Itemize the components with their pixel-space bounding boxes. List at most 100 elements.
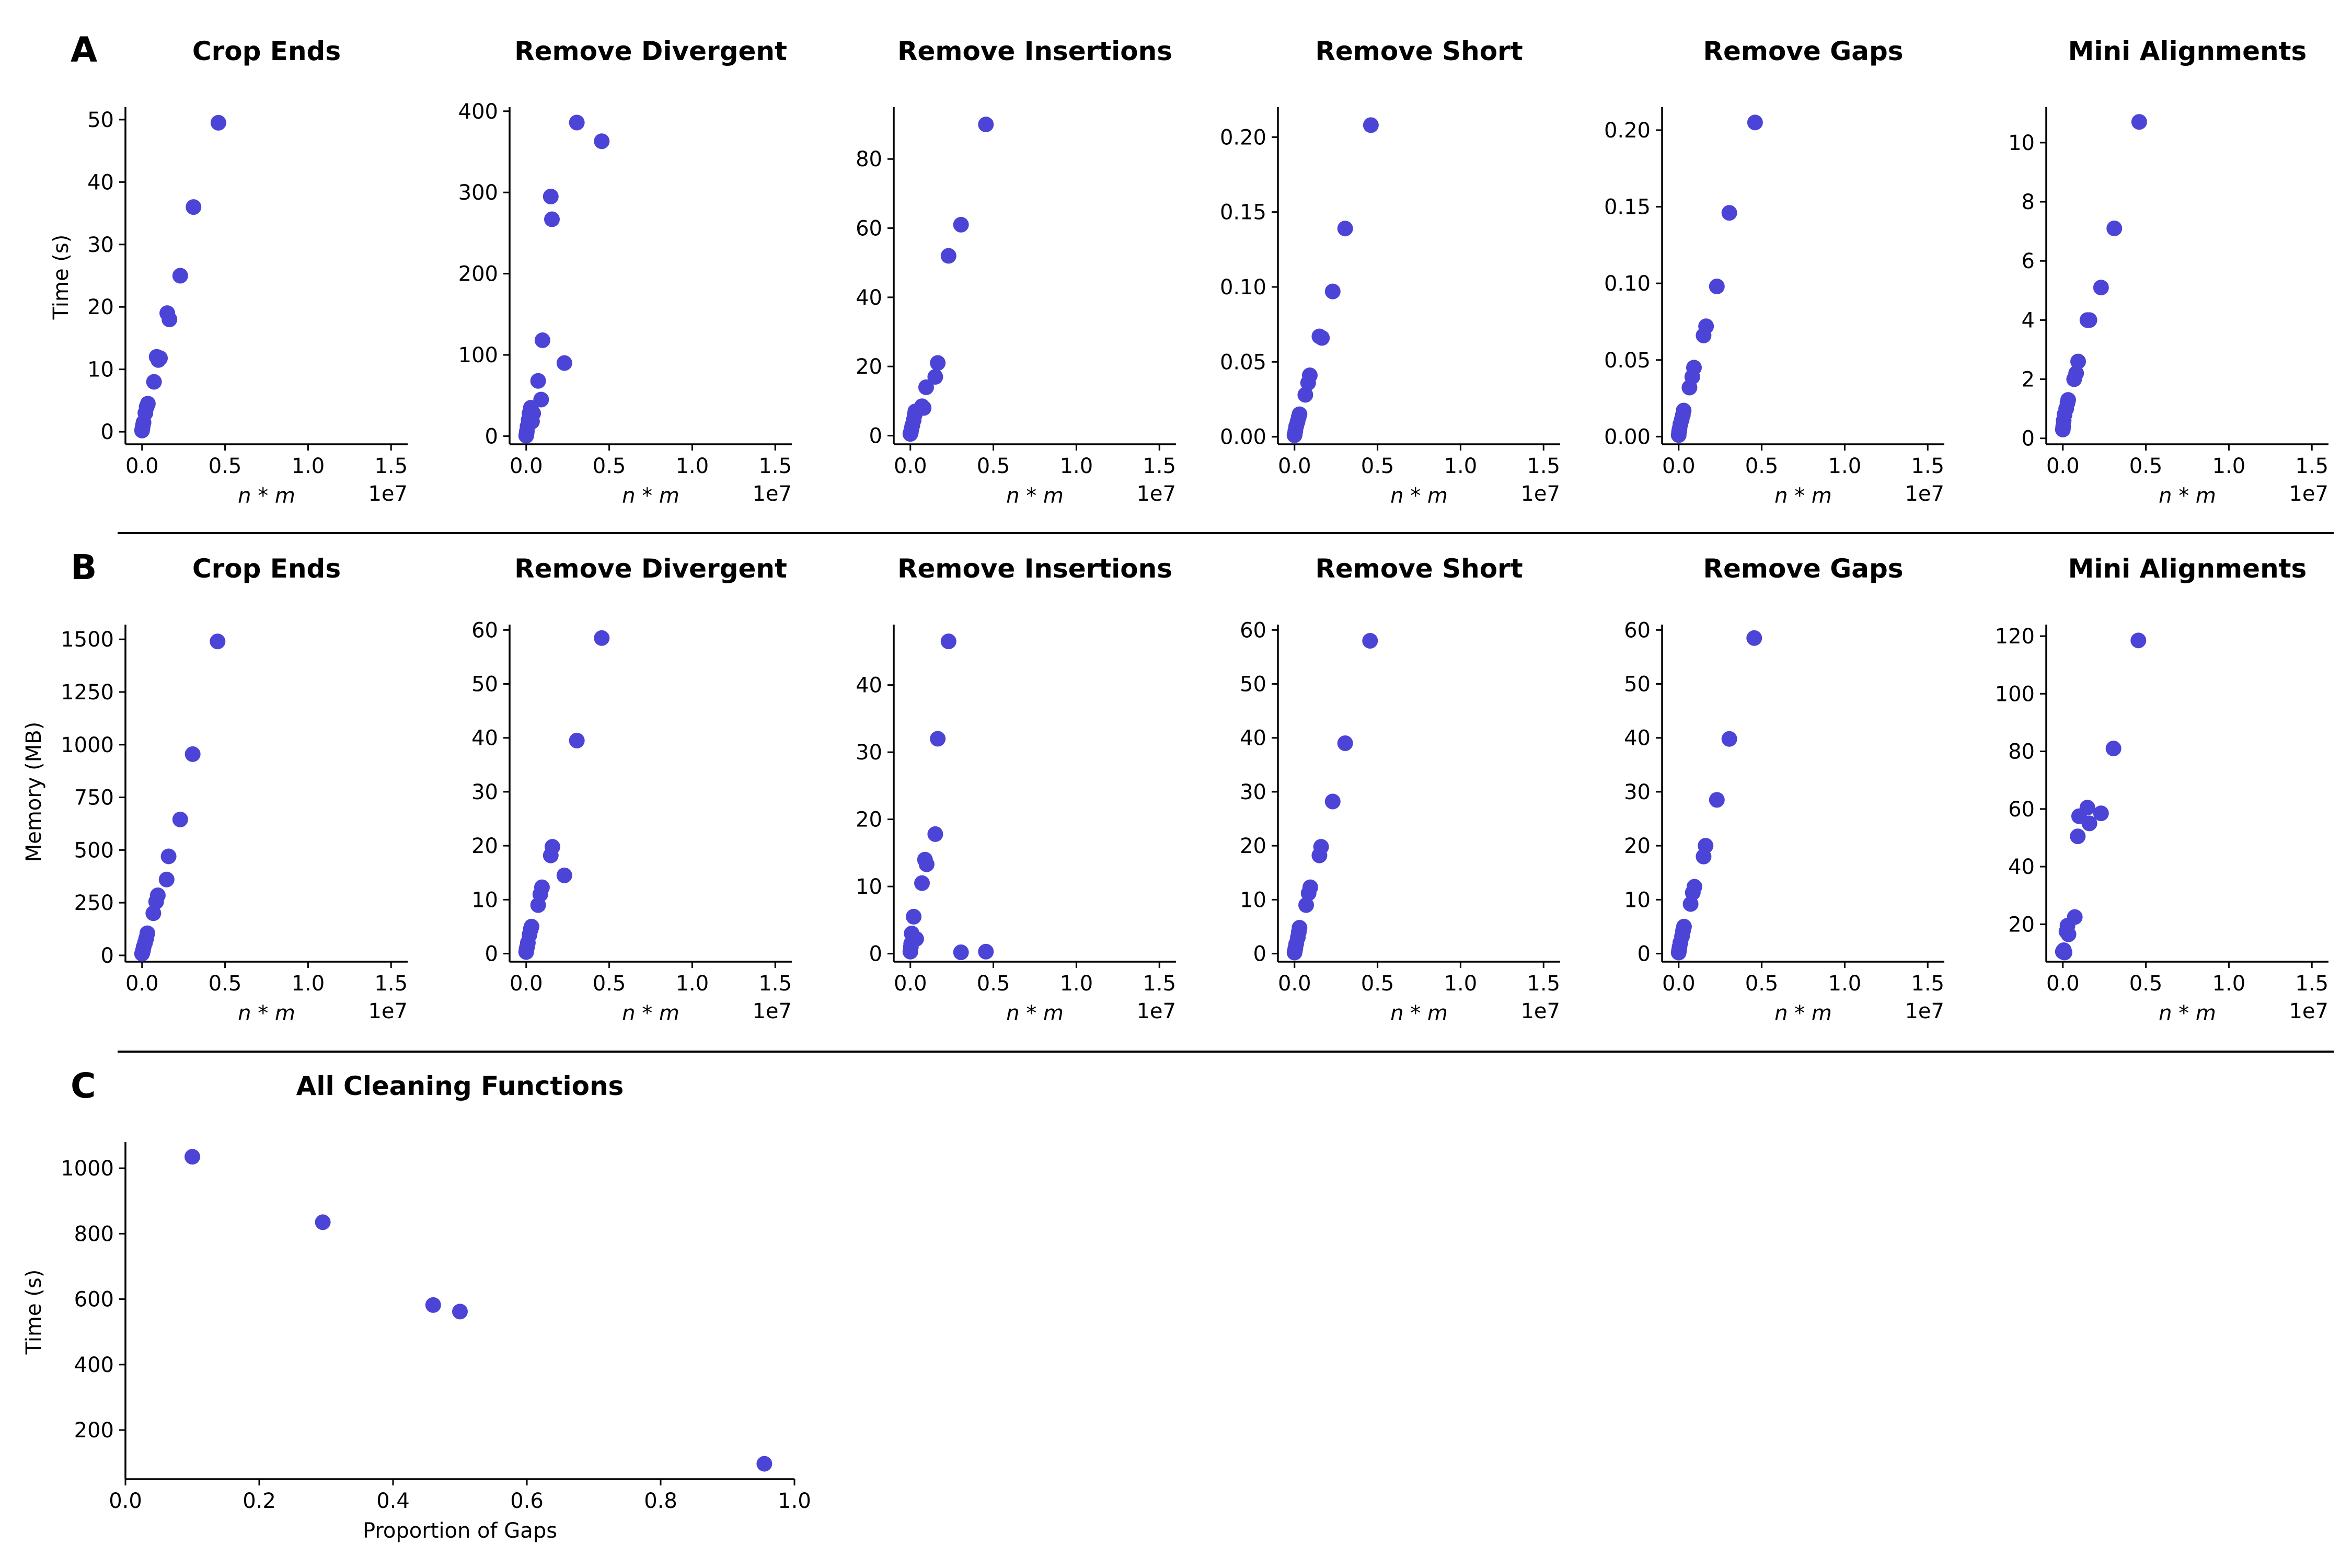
chart-b5: Remove Gaps 0.0 0.5 1.0 1.5 0 10 20 30 40 50 60 n * …: [1624, 554, 1944, 1025]
chart-a3: Remove Insertions 0.0 0.5 1.0 1.5 0 20 40 60 80 n …: [856, 36, 1176, 508]
data-point: [139, 925, 155, 941]
points-a3: [902, 117, 994, 442]
x-tick-label-a2: 1.5: [758, 454, 792, 478]
data-point: [1324, 793, 1341, 810]
data-point: [2056, 944, 2072, 961]
x-tick-label-b3: 0.0: [894, 972, 927, 996]
y-tick-label-b2: 10: [471, 888, 498, 912]
y-tick-label-b5: 60: [1624, 618, 1651, 642]
y-tick-label-b1: 250: [74, 891, 114, 915]
data-point: [1324, 283, 1341, 299]
data-point: [1709, 792, 1725, 808]
data-point: [152, 350, 168, 366]
panel-letters: A B C: [71, 30, 97, 1106]
y-tick-label-c1: 400: [74, 1353, 114, 1377]
data-point: [2067, 909, 2083, 925]
y-tick-label-a4: 0.20: [1220, 125, 1266, 149]
data-point: [1721, 205, 1737, 221]
y-tick-label-b6: 100: [1995, 682, 2035, 706]
x-tick-label-b5: 0.5: [1745, 972, 1779, 996]
y-tick-label-b6: 20: [2008, 913, 2035, 937]
x-offset-label-b3: 1e7: [1136, 999, 1176, 1023]
points-a1: [134, 114, 226, 439]
data-point: [1363, 117, 1379, 133]
chart-a1: Crop Ends 0.0 0.5 1.0 1.5 0 10 20 30 40 50 n * m 1e7: [87, 36, 408, 508]
data-point: [2093, 280, 2109, 296]
chart-title-a4: Remove Short: [1315, 36, 1523, 66]
y-tick-label-a2: 0: [485, 424, 498, 448]
y-tick-label-b1: 0: [101, 944, 114, 968]
chart-title-a2: Remove Divergent: [514, 36, 787, 66]
y-tick-label-a6: 6: [2022, 249, 2035, 273]
data-point: [1686, 879, 1702, 895]
y-tick-label-a4: 0.00: [1220, 425, 1266, 449]
x-axis-label-c1: Proportion of Gaps: [363, 1519, 557, 1543]
data-point: [2060, 392, 2076, 408]
x-tick-label-c1: 0.0: [109, 1489, 142, 1513]
x-offset-label-a2: 1e7: [752, 482, 792, 506]
x-tick-label-a5: 1.0: [1828, 454, 1862, 478]
y-tick-label-a5: 0.20: [1604, 119, 1651, 143]
x-tick-label-b4: 0.5: [1361, 972, 1394, 996]
x-tick-label-a5: 0.5: [1745, 454, 1779, 478]
chart-title-b2: Remove Divergent: [514, 554, 787, 584]
x-tick-label-b5: 1.0: [1828, 972, 1862, 996]
x-axis-label-a4: n * m: [1390, 484, 1448, 508]
data-point: [2106, 220, 2123, 236]
points-a4: [1286, 117, 1379, 443]
chart-b3: Remove Insertions 0.0 0.5 1.0 1.5 0 10 20 30 40 n …: [856, 554, 1176, 1025]
data-point: [185, 746, 201, 762]
data-point: [1747, 114, 1763, 131]
y-tick-label-a1: 30: [87, 233, 114, 257]
y-tick-label-a6: 4: [2022, 308, 2035, 332]
row-letter-b: B: [71, 547, 97, 587]
chart-a5: Remove Gaps 0.0 0.5 1.0 1.5 0.00 0.05 0.10 0.15 0…: [1604, 36, 1944, 508]
data-point: [1301, 367, 1318, 384]
data-point: [1314, 330, 1330, 346]
x-axis-label-b3: n * m: [1006, 1001, 1064, 1025]
x-tick-label-b2: 0.5: [593, 972, 626, 996]
x-tick-label-b3: 1.5: [1143, 972, 1176, 996]
x-offset-label-b1: 1e7: [368, 999, 408, 1023]
x-offset-label-b5: 1e7: [1905, 999, 1944, 1023]
x-axis-label-a5: n * m: [1774, 484, 1832, 508]
y-tick-label-b2: 30: [471, 780, 498, 804]
x-tick-label-a1: 1.0: [292, 454, 325, 478]
x-tick-label-a1: 0.5: [209, 454, 242, 478]
x-tick-label-a4: 1.0: [1444, 454, 1478, 478]
x-tick-label-b6: 1.5: [2295, 972, 2328, 996]
data-point: [2068, 365, 2084, 382]
x-tick-label-b6: 0.0: [2046, 972, 2080, 996]
data-point: [556, 867, 572, 883]
x-tick-label-b2: 0.0: [510, 972, 543, 996]
chart-title-b6: Mini Alignments: [2068, 554, 2307, 584]
y-tick-label-b4: 50: [1240, 673, 1266, 697]
chart-a4: Remove Short 0.0 0.5 1.0 1.5 0.00 0.05 0.10 0.15…: [1220, 36, 1560, 508]
points-b4: [1286, 632, 1378, 961]
x-tick-label-a5: 1.5: [1911, 454, 1944, 478]
x-tick-label-b4: 0.0: [1278, 972, 1311, 996]
points-b5: [1670, 630, 1762, 961]
points-a5: [1670, 114, 1763, 443]
y-tick-label-b1: 750: [74, 786, 114, 810]
data-point: [1313, 839, 1329, 855]
y-tick-label-b4: 30: [1240, 780, 1266, 804]
x-tick-label-c1: 0.6: [510, 1489, 544, 1513]
data-point: [906, 908, 922, 925]
y-tick-label-b3: 0: [869, 942, 882, 966]
x-tick-label-a3: 0.0: [894, 454, 927, 478]
x-tick-label-a4: 0.0: [1278, 454, 1311, 478]
data-point: [2131, 114, 2147, 130]
data-point: [534, 879, 550, 895]
chart-b6: Mini Alignments 0.0 0.5 1.0 1.5 20 40 60 80 100 12…: [1995, 554, 2328, 1025]
y-tick-label-b4: 20: [1240, 834, 1266, 858]
data-point: [1337, 221, 1353, 237]
x-tick-label-a3: 0.5: [977, 454, 1010, 478]
data-point: [1676, 402, 1692, 419]
y-tick-label-a3: 60: [856, 217, 882, 241]
data-point: [908, 931, 924, 947]
data-point: [1686, 360, 1702, 376]
data-point: [978, 117, 994, 133]
x-offset-label-a5: 1e7: [1905, 482, 1944, 506]
